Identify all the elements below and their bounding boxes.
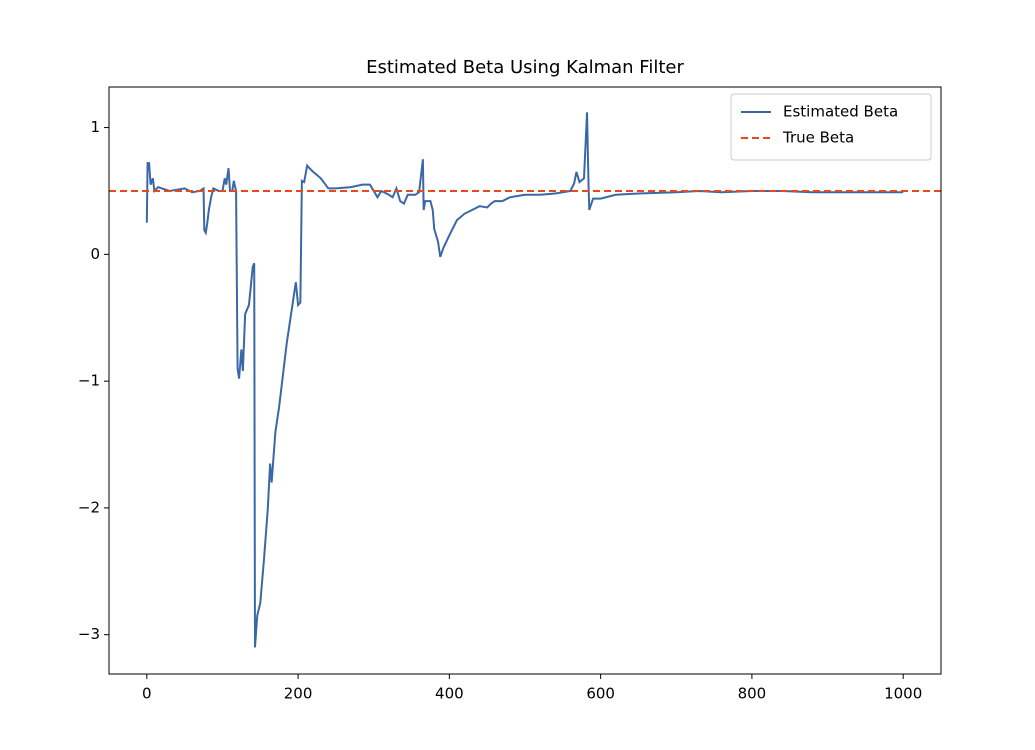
y-tick-label: −3	[78, 625, 100, 643]
x-tick-label: 1000	[884, 685, 922, 703]
legend-box	[730, 93, 932, 161]
y-tick-label: −1	[78, 372, 100, 390]
legend-label: True Beta	[782, 129, 854, 147]
x-tick-label: 600	[586, 685, 615, 703]
x-tick-label: 200	[284, 685, 313, 703]
y-tick-label: 1	[90, 118, 100, 136]
legend-label: Estimated Beta	[783, 103, 898, 121]
plot-frame	[108, 86, 942, 675]
x-tick-label: 0	[142, 685, 152, 703]
x-tick-label: 400	[435, 685, 464, 703]
x-tick-label: 800	[738, 685, 767, 703]
series-line	[145, 112, 904, 648]
y-tick-label: 0	[90, 245, 100, 263]
y-tick-label: −2	[78, 498, 100, 516]
chart-title: Estimated Beta Using Kalman Filter	[366, 57, 684, 78]
